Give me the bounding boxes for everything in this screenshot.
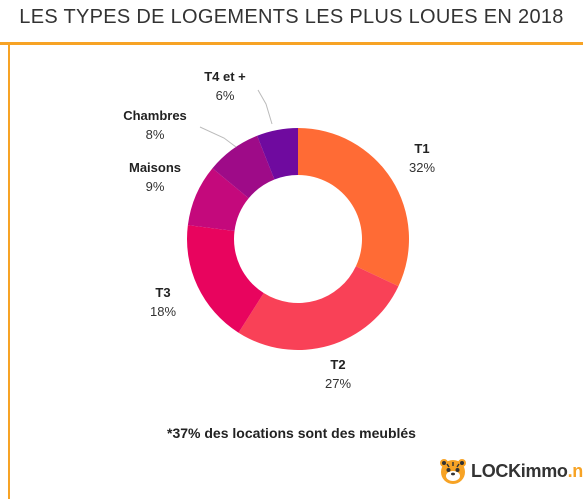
slice-label: T2 (330, 357, 345, 372)
slice-label: Maisons (129, 160, 181, 175)
title-divider (0, 42, 583, 45)
left-border (8, 45, 10, 499)
slice-t4-et (257, 128, 298, 180)
slice-t1 (298, 128, 409, 287)
logo-text: LOCKimmo.net (471, 461, 583, 482)
slice-value-label: 9% (146, 179, 165, 194)
slice-t2 (238, 266, 399, 350)
chart-slices (187, 128, 409, 350)
leader-line (257, 89, 273, 125)
slice-value-label: 6% (216, 88, 235, 103)
logo-main-text: LOCKimmo (471, 460, 568, 481)
slice-chambres (212, 135, 275, 199)
slice-label: T3 (155, 285, 170, 300)
tiger-mascot-icon (440, 459, 466, 484)
logo-suffix-text: .net (567, 460, 583, 481)
page-title: LES TYPES DE LOGEMENTS LES PLUS LOUES EN… (19, 6, 564, 28)
leader-line (199, 126, 237, 148)
footnote: *37% des locations sont des meublés (167, 425, 416, 441)
slice-maisons (187, 168, 249, 231)
slice-label: T4 et + (204, 69, 246, 84)
chart-leader-lines (199, 89, 273, 148)
slice-label: T1 (414, 141, 429, 156)
slice-value-label: 18% (150, 304, 176, 319)
slice-value-label: 27% (325, 376, 351, 391)
slice-value-label: 8% (146, 127, 165, 142)
slice-t3 (187, 225, 264, 333)
slice-value-label: 32% (409, 160, 435, 175)
brand-logo: LOCKimmo.net (438, 456, 583, 486)
slice-label: Chambres (123, 108, 187, 123)
chart-labels: T1 32% T2 27% T3 18% Maisons 9% Chambres 8% T4 et … (123, 69, 435, 391)
